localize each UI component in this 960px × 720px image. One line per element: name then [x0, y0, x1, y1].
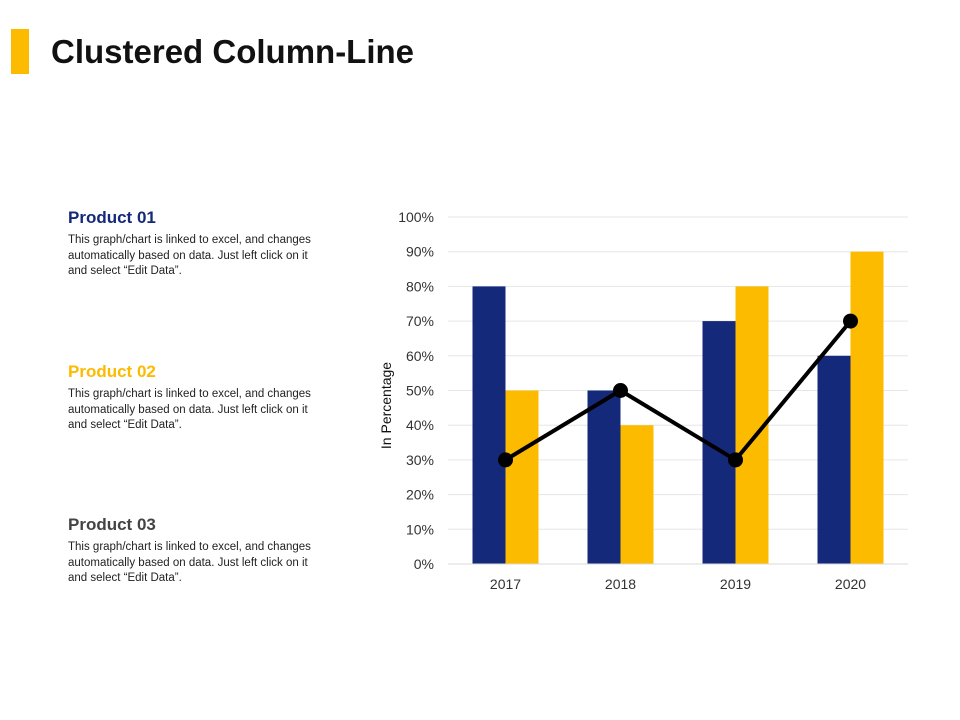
y-tick-label: 80% — [406, 278, 434, 294]
product-03-title: Product 03 — [68, 515, 156, 534]
product-01-description: This graph/chart is linked to excel, and… — [68, 234, 311, 277]
product-02-title: Product 02 — [68, 362, 156, 381]
y-tick-label: 30% — [406, 452, 434, 468]
x-tick-label: 2020 — [835, 576, 866, 592]
y-tick-label: 90% — [406, 244, 434, 260]
title-accent-bar — [11, 29, 29, 74]
x-tick-label: 2017 — [490, 576, 521, 592]
clustered-column-line-chart: 0% 10% 20% 30% 40% 50% 60% 70% 80% 90% 100% 2017 201… — [378, 209, 908, 592]
product-02-description: This graph/chart is linked to excel, and… — [68, 388, 311, 431]
y-tick-label: 40% — [406, 417, 434, 433]
line-point — [498, 452, 513, 468]
y-axis-label: In Percentage — [378, 362, 394, 449]
line-series — [504, 319, 853, 462]
y-tick-label: 20% — [406, 487, 434, 503]
page-title: Clustered Column-Line — [51, 33, 415, 70]
y-tick-label: 100% — [398, 209, 434, 225]
y-tick-label: 0% — [414, 556, 434, 572]
bar-series-2 — [850, 251, 884, 564]
y-tick-label: 60% — [406, 348, 434, 364]
line-point — [843, 313, 858, 329]
x-tick-label: 2019 — [720, 576, 751, 592]
product-01-block: Product 01 This graph/chart is linked to… — [68, 208, 328, 280]
line-point — [728, 452, 743, 468]
bar-series-1 — [817, 355, 851, 564]
y-tick-label: 10% — [406, 521, 434, 537]
bar-series-1 — [587, 390, 621, 564]
product-02-block: Product 02 This graph/chart is linked to… — [68, 362, 328, 434]
product-03-block: Product 03 This graph/chart is linked to… — [68, 515, 328, 587]
y-tick-label: 70% — [406, 313, 434, 329]
product-03-description: This graph/chart is linked to excel, and… — [68, 541, 311, 584]
y-tick-label: 50% — [406, 383, 434, 399]
bar-series-2 — [505, 390, 539, 564]
x-tick-label: 2018 — [605, 576, 636, 592]
bar-series-2 — [620, 425, 654, 564]
line-point — [613, 383, 628, 398]
product-01-title: Product 01 — [68, 208, 156, 227]
bar-series-1 — [472, 286, 506, 564]
